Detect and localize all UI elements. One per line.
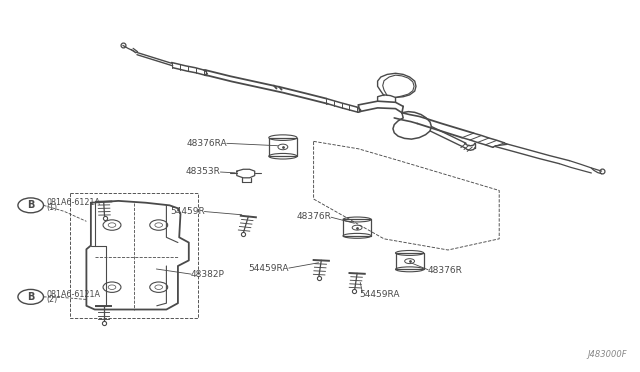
Text: 54459R: 54459R: [170, 207, 205, 216]
Text: 081A6-6121A: 081A6-6121A: [47, 198, 100, 207]
Text: 48382P: 48382P: [191, 270, 225, 279]
Text: (1): (1): [47, 203, 58, 212]
Text: J483000F: J483000F: [588, 350, 627, 359]
Text: 54459RA: 54459RA: [360, 290, 400, 299]
Text: 081A6-6121A: 081A6-6121A: [47, 290, 100, 299]
Text: B: B: [27, 292, 35, 302]
Text: 48376R: 48376R: [428, 266, 462, 275]
Text: (2): (2): [47, 295, 58, 304]
Text: 48376RA: 48376RA: [187, 139, 227, 148]
Text: 48353R: 48353R: [186, 167, 221, 176]
Text: 54459RA: 54459RA: [249, 264, 289, 273]
Text: 48376R: 48376R: [297, 212, 332, 221]
Text: B: B: [27, 201, 35, 210]
